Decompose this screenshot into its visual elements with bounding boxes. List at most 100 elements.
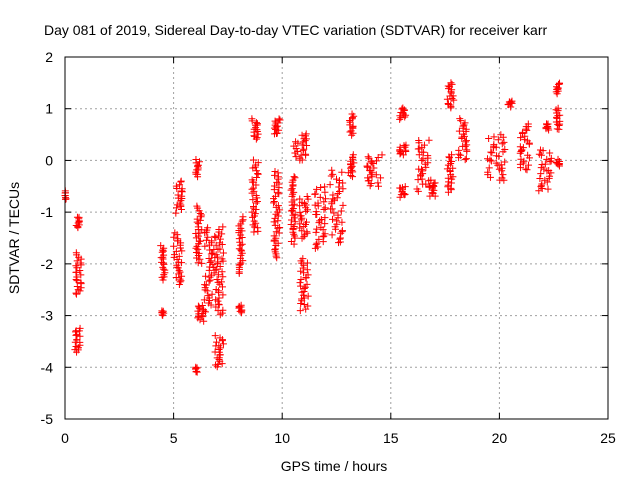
- data-point: [202, 272, 210, 280]
- data-point: [205, 277, 213, 285]
- data-point: [291, 210, 299, 218]
- data-point: [291, 218, 299, 226]
- data-point: [450, 96, 458, 104]
- data-point: [215, 301, 223, 309]
- data-point: [303, 266, 311, 274]
- data-point: [208, 290, 216, 298]
- data-point: [177, 177, 185, 185]
- data-point: [462, 138, 470, 146]
- data-point: [546, 172, 554, 180]
- data-point: [194, 302, 202, 310]
- data-point: [517, 155, 525, 163]
- data-point: [312, 241, 320, 249]
- x-tick-label: 10: [274, 430, 290, 446]
- data-point: [418, 156, 426, 164]
- data-point: [62, 195, 70, 203]
- data-point: [215, 225, 223, 233]
- data-point: [498, 140, 506, 148]
- data-point: [332, 175, 340, 183]
- data-point: [248, 185, 256, 193]
- data-point: [335, 183, 343, 191]
- data-point: [214, 278, 222, 286]
- data-point: [252, 119, 260, 127]
- data-point: [287, 237, 295, 245]
- data-point: [215, 300, 223, 308]
- data-point: [335, 239, 343, 247]
- data-point: [253, 174, 261, 182]
- data-point: [519, 144, 527, 152]
- data-point: [194, 259, 202, 267]
- data-point: [72, 290, 80, 298]
- data-point: [328, 166, 336, 174]
- data-point: [413, 185, 421, 193]
- data-point: [422, 163, 430, 171]
- data-point: [201, 281, 209, 289]
- data-point: [554, 104, 562, 112]
- data-point: [317, 223, 325, 231]
- data-point: [76, 332, 84, 340]
- data-point: [546, 149, 554, 157]
- data-point: [349, 122, 357, 130]
- data-point: [219, 340, 227, 348]
- data-point: [206, 259, 214, 267]
- data-point: [193, 364, 201, 372]
- y-tick-label: -3: [41, 308, 54, 324]
- data-point: [535, 150, 543, 158]
- data-point: [321, 230, 329, 238]
- data-point: [237, 241, 245, 249]
- data-point: [302, 130, 310, 138]
- data-point: [350, 159, 358, 167]
- data-point: [541, 160, 549, 168]
- data-point: [204, 233, 212, 241]
- data-point: [485, 134, 493, 142]
- data-point: [200, 317, 208, 325]
- data-point: [193, 215, 201, 223]
- data-point: [396, 143, 404, 151]
- x-axis-label: GPS time / hours: [281, 458, 388, 474]
- data-point: [72, 328, 80, 336]
- data-point: [274, 239, 282, 247]
- data-point: [547, 154, 555, 162]
- data-point: [337, 207, 345, 215]
- data-point: [316, 217, 324, 225]
- data-point: [398, 105, 406, 113]
- data-point: [271, 221, 279, 229]
- data-point: [172, 209, 180, 217]
- data-point: [276, 116, 284, 124]
- y-axis-label: SDTVAR / TECUs: [6, 182, 22, 294]
- data-point: [516, 160, 524, 168]
- data-point: [72, 327, 80, 335]
- data-point: [252, 192, 260, 200]
- data-point: [555, 79, 563, 87]
- y-tick-label: -2: [41, 256, 54, 272]
- data-point: [175, 252, 183, 260]
- data-point: [235, 245, 243, 253]
- data-point: [174, 191, 182, 199]
- data-point: [328, 231, 336, 239]
- data-point: [300, 145, 308, 153]
- data-point: [338, 168, 346, 176]
- data-point: [545, 167, 553, 175]
- data-point: [321, 220, 329, 228]
- data-point: [205, 254, 213, 262]
- x-tick-label: 25: [600, 430, 616, 446]
- data-point: [253, 198, 261, 206]
- data-point: [73, 213, 81, 221]
- data-point: [173, 204, 181, 212]
- data-point: [422, 180, 430, 188]
- data-point: [194, 245, 202, 253]
- data-point: [462, 137, 470, 145]
- data-point: [292, 153, 300, 161]
- data-point: [219, 291, 227, 299]
- data-point: [320, 198, 328, 206]
- data-point: [198, 259, 206, 267]
- y-tick-label: 1: [45, 101, 53, 117]
- data-point: [419, 155, 427, 163]
- data-point: [501, 146, 509, 154]
- data-point: [212, 286, 220, 294]
- data-point: [317, 215, 325, 223]
- data-point: [449, 164, 457, 172]
- data-point: [304, 292, 312, 300]
- data-point: [554, 155, 562, 163]
